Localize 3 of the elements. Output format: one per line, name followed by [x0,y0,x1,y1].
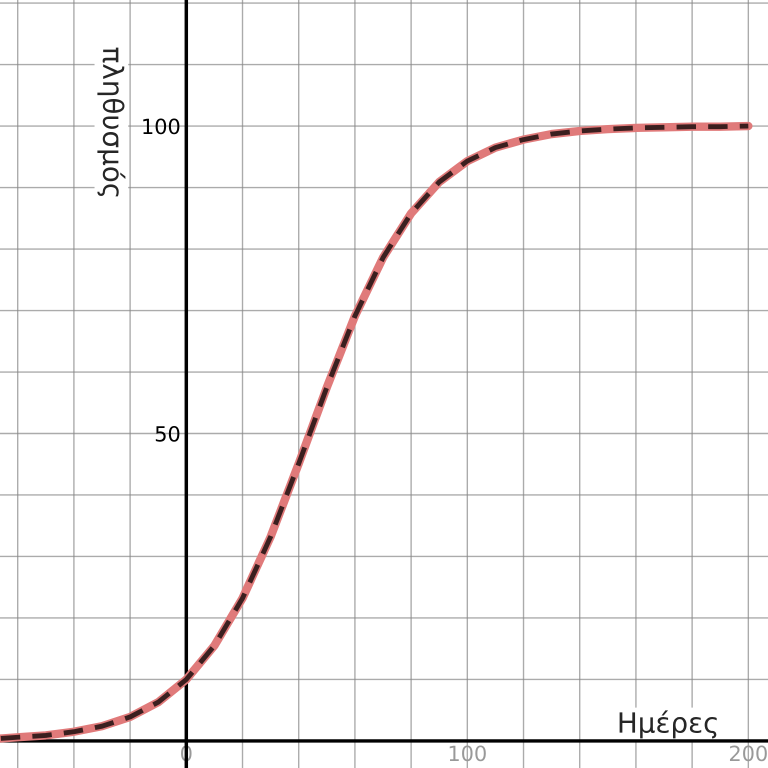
x-axis-title: Ημέρες [620,710,717,738]
y-axis-title: πληθυσμός [97,48,126,196]
y-tick-label: 50 [156,426,180,442]
